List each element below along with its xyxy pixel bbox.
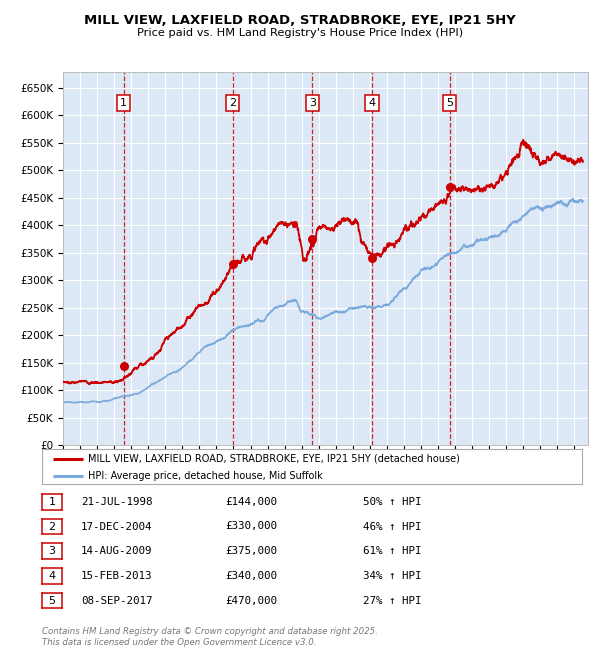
Text: 34% ↑ HPI: 34% ↑ HPI bbox=[363, 571, 421, 581]
Text: £340,000: £340,000 bbox=[225, 571, 277, 581]
Text: 50% ↑ HPI: 50% ↑ HPI bbox=[363, 497, 421, 507]
Text: 5: 5 bbox=[49, 595, 55, 606]
Text: HPI: Average price, detached house, Mid Suffolk: HPI: Average price, detached house, Mid … bbox=[88, 471, 323, 482]
Text: 14-AUG-2009: 14-AUG-2009 bbox=[81, 546, 152, 556]
Text: 1: 1 bbox=[49, 497, 55, 507]
Text: 17-DEC-2004: 17-DEC-2004 bbox=[81, 521, 152, 532]
Text: 5: 5 bbox=[446, 98, 453, 109]
Text: 4: 4 bbox=[368, 98, 376, 109]
Text: 15-FEB-2013: 15-FEB-2013 bbox=[81, 571, 152, 581]
Text: 1: 1 bbox=[120, 98, 127, 109]
Text: £375,000: £375,000 bbox=[225, 546, 277, 556]
Text: £330,000: £330,000 bbox=[225, 521, 277, 532]
Text: MILL VIEW, LAXFIELD ROAD, STRADBROKE, EYE, IP21 5HY: MILL VIEW, LAXFIELD ROAD, STRADBROKE, EY… bbox=[84, 14, 516, 27]
Text: MILL VIEW, LAXFIELD ROAD, STRADBROKE, EYE, IP21 5HY (detached house): MILL VIEW, LAXFIELD ROAD, STRADBROKE, EY… bbox=[88, 454, 460, 463]
Text: 21-JUL-1998: 21-JUL-1998 bbox=[81, 497, 152, 507]
Text: Contains HM Land Registry data © Crown copyright and database right 2025.
This d: Contains HM Land Registry data © Crown c… bbox=[42, 627, 378, 647]
Text: 61% ↑ HPI: 61% ↑ HPI bbox=[363, 546, 421, 556]
Text: 3: 3 bbox=[49, 546, 55, 556]
Text: 46% ↑ HPI: 46% ↑ HPI bbox=[363, 521, 421, 532]
Text: 3: 3 bbox=[309, 98, 316, 109]
Text: 2: 2 bbox=[229, 98, 236, 109]
Text: 27% ↑ HPI: 27% ↑ HPI bbox=[363, 595, 421, 606]
Text: Price paid vs. HM Land Registry's House Price Index (HPI): Price paid vs. HM Land Registry's House … bbox=[137, 28, 463, 38]
Text: £470,000: £470,000 bbox=[225, 595, 277, 606]
Text: £144,000: £144,000 bbox=[225, 497, 277, 507]
Text: 4: 4 bbox=[49, 571, 55, 581]
Text: 2: 2 bbox=[49, 521, 55, 532]
Text: 08-SEP-2017: 08-SEP-2017 bbox=[81, 595, 152, 606]
